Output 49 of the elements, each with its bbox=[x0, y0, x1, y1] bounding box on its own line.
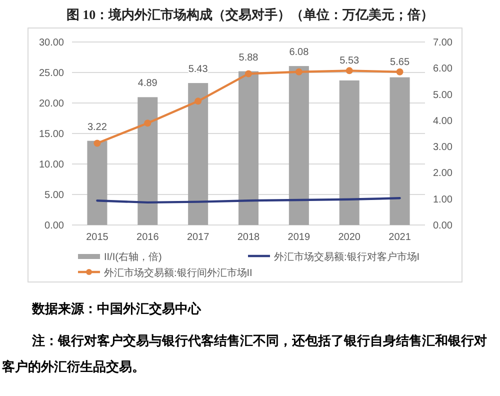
x-tick-label: 2019 bbox=[288, 232, 310, 243]
y2-tick-label: 6.00 bbox=[433, 64, 453, 75]
y2-tick-label: 3.00 bbox=[433, 142, 453, 154]
bar bbox=[238, 71, 258, 225]
bar bbox=[87, 140, 108, 225]
y2-tick-label: 0.00 bbox=[433, 220, 453, 232]
legend-label: 外汇市场交易额:银行间外汇市场II bbox=[104, 267, 252, 279]
x-tick-label: 2021 bbox=[388, 232, 412, 243]
bar bbox=[288, 66, 309, 225]
data-label: 4.89 bbox=[138, 78, 158, 90]
y2-tick-label: 4.00 bbox=[433, 116, 453, 127]
x-tick-label: 2015 bbox=[86, 232, 109, 243]
point bbox=[396, 68, 404, 76]
point bbox=[295, 68, 302, 76]
y-tick-label: 0.00 bbox=[44, 220, 64, 232]
x-tick-label: 2020 bbox=[338, 232, 361, 243]
y2-tick-label: 7.00 bbox=[433, 38, 453, 48]
data-label: 5.43 bbox=[188, 64, 208, 76]
bar bbox=[188, 83, 208, 225]
source-note: 数据来源：中国外汇交易中心 bbox=[32, 300, 201, 318]
chart-title: 图 10：境内外汇市场构成（交易对手）（单位：万亿美元；倍） bbox=[66, 7, 434, 22]
point bbox=[346, 67, 353, 74]
bar bbox=[390, 77, 410, 225]
point bbox=[245, 70, 252, 78]
data-label: 5.65 bbox=[390, 56, 410, 68]
point bbox=[94, 140, 101, 147]
point bbox=[144, 120, 152, 127]
data-label: 6.08 bbox=[289, 47, 310, 58]
y2-tick-label: 1.00 bbox=[433, 194, 453, 206]
x-tick-label: 2016 bbox=[136, 232, 160, 243]
y2-tick-label: 5.00 bbox=[433, 90, 453, 101]
point bbox=[194, 98, 202, 105]
data-label: 5.53 bbox=[340, 56, 360, 67]
data-label: 3.22 bbox=[87, 122, 108, 133]
y-tick-label: 10.00 bbox=[38, 160, 64, 170]
bar bbox=[339, 80, 360, 225]
data-label: 5.88 bbox=[238, 52, 259, 64]
legend-label: 外汇市场交易额:银行对客户市场I bbox=[274, 251, 420, 263]
x-tick-label: 2018 bbox=[237, 232, 260, 243]
legend-label: II/I(右轴，倍) bbox=[104, 251, 162, 263]
y-tick-label: 30.00 bbox=[38, 38, 64, 48]
y2-tick-label: 2.00 bbox=[433, 168, 453, 180]
y-tick-label: 25.00 bbox=[38, 68, 64, 79]
text: 注：银行对客户交易与银行代客结售汇不同，还包括了银行自身结售汇和银行对客户的外汇衍生品交易。 bbox=[2, 332, 488, 376]
x-tick-label: 2017 bbox=[186, 232, 210, 243]
y-tick-label: 20.00 bbox=[38, 98, 64, 110]
bar bbox=[138, 97, 158, 225]
y-tick-label: 5.00 bbox=[44, 190, 64, 201]
y-tick-label: 15.00 bbox=[38, 129, 64, 140]
